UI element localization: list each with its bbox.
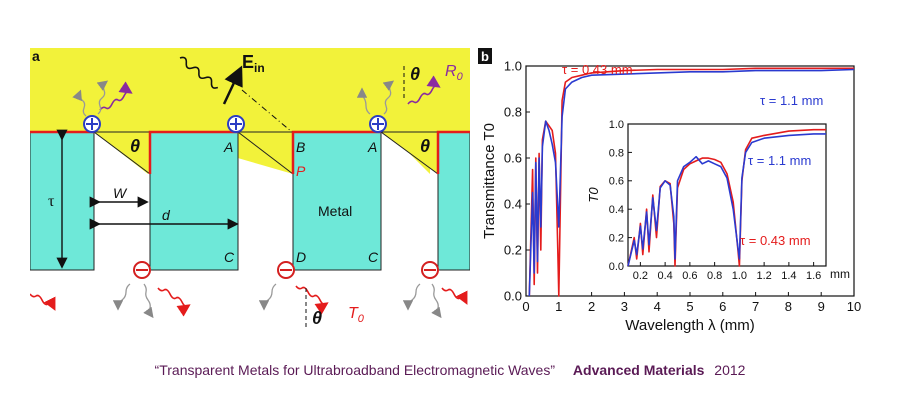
panel-b-chart: b 0 1 2 3 4 5 6 7 8 9 10 0.0 0.2 0.4 0.6 0.8 1.0 Waveleng… [478, 48, 861, 334]
metal-block-2 [149, 131, 239, 271]
main-x-tick-label: 10 [847, 299, 861, 314]
positive-charge-1 [83, 115, 101, 133]
inset-y-tick-label: 0.2 [609, 232, 624, 244]
inset-red-annotation: τ = 0.43 mm [740, 233, 811, 248]
r0-label: R0 [445, 63, 464, 83]
tau-label: τ [48, 193, 55, 210]
inset-x-tick-label: 0.2 [633, 270, 648, 282]
metal-block-4 [437, 131, 470, 271]
main-x-tick-label: 5 [686, 299, 693, 314]
main-blue-annotation: τ = 1.1 mm [760, 93, 823, 108]
main-x-axis-label: Wavelength λ (mm) [625, 317, 754, 334]
main-x-tick-label: 0 [522, 299, 529, 314]
inset-x-axis-unit: mm [830, 267, 850, 281]
e-field-arrow [222, 65, 243, 105]
main-y-tick-label: 0.4 [504, 197, 522, 212]
inset-x-tick-label: 0.8 [707, 270, 722, 282]
main-x-tick-label: 7 [752, 299, 759, 314]
positive-charge-3 [369, 115, 387, 133]
inset-x-tick-label: 1.2 [756, 270, 771, 282]
panel-a-label-box [30, 48, 44, 64]
inset-series-tau-11 [627, 133, 826, 267]
main-series-tau-11 [528, 68, 855, 297]
negative-charge-3 [421, 261, 439, 279]
label-p: P [296, 163, 306, 179]
main-red-annotation: τ = 0.43 mm [562, 62, 633, 77]
caption-journal: Advanced Materials [572, 362, 705, 378]
inset-y-tick-label: 0.0 [609, 261, 624, 273]
main-x-tick-label: 3 [621, 299, 628, 314]
main-x-tick-label: 9 [818, 299, 825, 314]
caption-year: 2012 [714, 362, 746, 378]
label-d: D [296, 249, 306, 265]
panel-a-label: a [32, 48, 40, 64]
main-y-tick-label: 1.0 [504, 59, 522, 74]
inset-y-tick-label: 0.8 [609, 147, 624, 159]
panel-b-label: b [481, 49, 489, 64]
inset-y-tick-label: 0.4 [609, 204, 624, 216]
theta-bottom-label: θ [312, 308, 322, 328]
main-x-tick-label: 4 [654, 299, 661, 314]
label-a-1: A [223, 139, 233, 155]
negative-charge-2 [277, 261, 295, 279]
reflected-wave [407, 75, 441, 105]
main-x-tick-label: 8 [785, 299, 792, 314]
inset-x-tick-label: 1.6 [806, 270, 821, 282]
wedge-1 [92, 131, 151, 175]
inset-x-tick-label: 1.4 [781, 270, 796, 282]
theta-top-label: θ [410, 64, 420, 84]
caption-title: “Transparent Metals for Ultrabroadband E… [154, 362, 556, 378]
label-a-2: A [367, 139, 377, 155]
t0-label: T0 [348, 305, 365, 325]
inset-y-tick-label: 0.6 [609, 176, 624, 188]
metal-label: Metal [318, 203, 352, 219]
main-y-tick-label: 0.8 [504, 105, 522, 120]
d-label: d [162, 207, 171, 223]
inset-x-tick-label: 0.6 [682, 270, 697, 282]
main-y-tick-label: 0.0 [504, 289, 522, 304]
scattered-waves-bottom [112, 283, 442, 319]
panel-b-label-box [478, 48, 492, 64]
inset-y-axis-label: T0 [586, 187, 601, 203]
main-y-tick-label: 0.6 [504, 151, 522, 166]
e-in-label: Ein [242, 52, 265, 75]
main-x-tick-label: 1 [555, 299, 562, 314]
negative-charge-1 [133, 261, 151, 279]
theta-wedge-1: θ [130, 136, 140, 156]
theta-wedge-3: θ [420, 136, 430, 156]
inset-frame [627, 123, 827, 267]
main-y-axis-label: Transmittance T0 [481, 123, 498, 239]
main-x-tick-label: 6 [719, 299, 726, 314]
label-c-2: C [368, 249, 379, 265]
positive-charge-2 [227, 115, 245, 133]
panel-a-diagram: Ein θ R0 θ θ A C B P A [30, 48, 470, 328]
inset-plot: 0.2 0.4 0.6 0.8 1.0 1.2 1.4 1.6 0.0 0.2 0.4 0.6 0.8 1… [586, 119, 850, 282]
scattered-waves-top [72, 80, 395, 117]
inset-x-tick-label: 1.0 [732, 270, 747, 282]
figure-caption: “Transparent Metals for Ultrabroadband E… [0, 362, 900, 378]
incident-direction [241, 89, 293, 133]
inset-x-tick-label: 0.4 [657, 270, 672, 282]
reradiated-wave-left [99, 81, 133, 111]
label-b: B [296, 139, 305, 155]
main-x-tick-label: 2 [588, 299, 595, 314]
incident-wave [179, 56, 219, 89]
main-y-tick-label: 0.2 [504, 243, 522, 258]
w-label: W [113, 185, 128, 201]
inset-blue-annotation: τ = 1.1 mm [748, 153, 811, 168]
inset-y-tick-label: 1.0 [609, 119, 624, 131]
transmitted-waves [30, 285, 468, 317]
label-c-1: C [224, 249, 235, 265]
